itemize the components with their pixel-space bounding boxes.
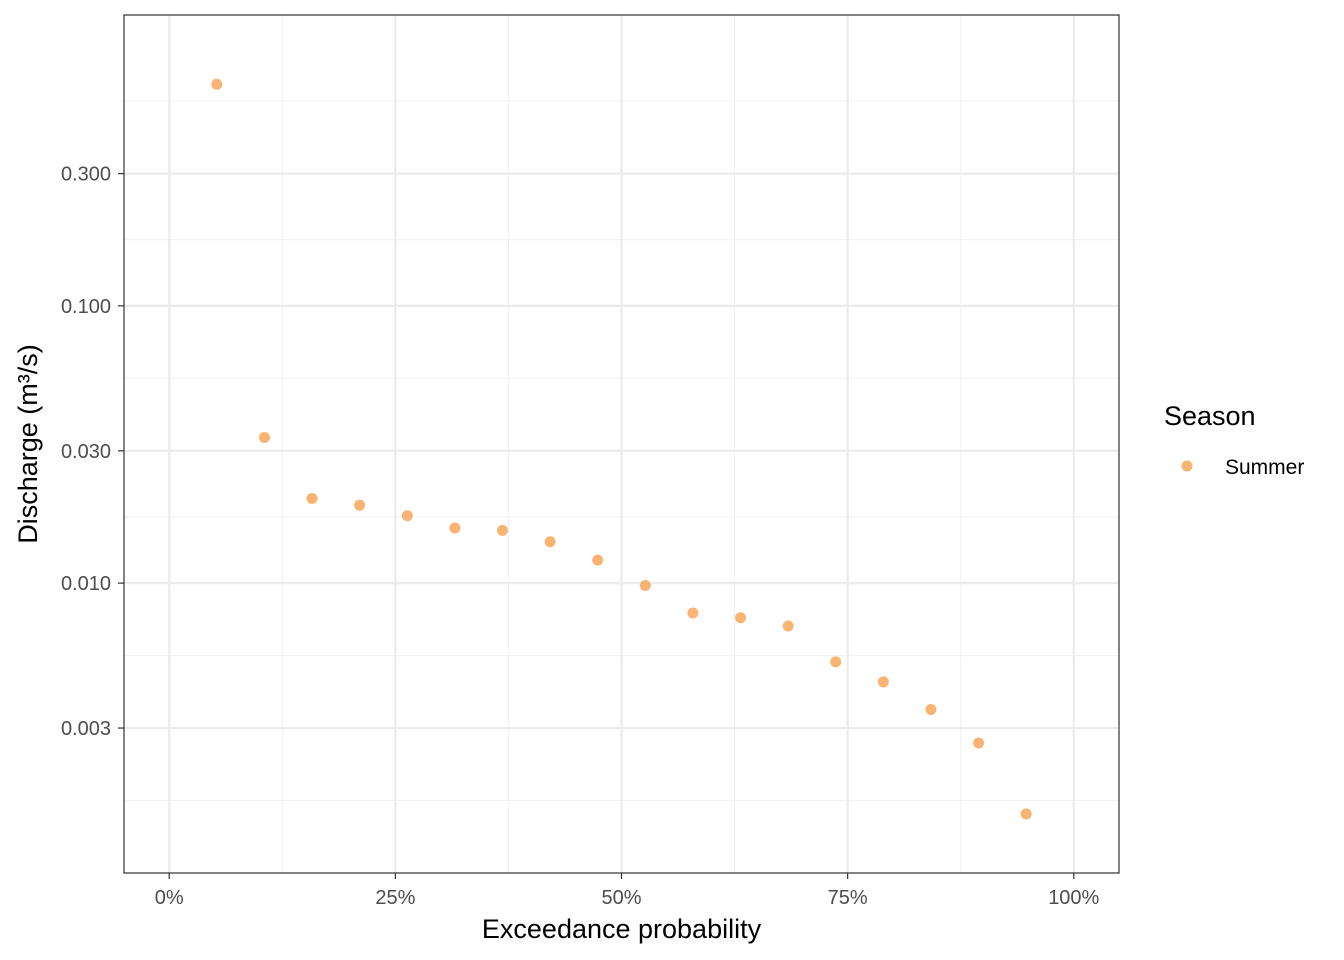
y-tick-label: 0.030 (61, 441, 111, 463)
y-axis-ticks: 0.003 0.010 0.030 0.100 0.300 (61, 164, 124, 740)
y-tick-label: 0.100 (61, 296, 111, 318)
x-tick-label: 0% (155, 887, 184, 909)
data-point (687, 607, 699, 619)
y-tick-label: 0.010 (61, 573, 111, 595)
x-tick-label: 75% (828, 887, 868, 909)
data-point (592, 554, 604, 566)
x-tick-label: 50% (601, 887, 641, 909)
data-point (782, 620, 794, 632)
data-point (496, 524, 508, 536)
x-axis-ticks: 0% 25% 50% 75% 100% (155, 873, 1100, 909)
y-tick-label: 0.300 (61, 164, 111, 186)
legend: Season Summer (1164, 401, 1304, 479)
y-tick-label: 0.003 (61, 718, 111, 740)
data-point (735, 612, 747, 624)
data-point (1020, 808, 1032, 820)
y-axis-title: Discharge (m³/s) (13, 344, 43, 544)
x-tick-label: 25% (375, 887, 415, 909)
data-point (306, 492, 318, 504)
data-point (830, 656, 842, 668)
legend-key-summer (1181, 460, 1193, 472)
data-point (544, 536, 556, 548)
major-gridlines (124, 15, 1119, 873)
data-points (211, 78, 1032, 820)
data-point (401, 510, 413, 522)
legend-label-summer: Summer (1225, 456, 1304, 479)
x-tick-label: 100% (1048, 887, 1099, 909)
data-point (354, 499, 366, 511)
data-point (973, 737, 985, 749)
data-point (258, 432, 270, 444)
data-point (877, 676, 889, 688)
x-axis-title: Exceedance probability (482, 914, 762, 944)
data-point (639, 580, 651, 592)
data-point (925, 703, 937, 715)
data-point (449, 522, 461, 534)
legend-title: Season (1164, 401, 1256, 431)
data-point (211, 78, 223, 90)
